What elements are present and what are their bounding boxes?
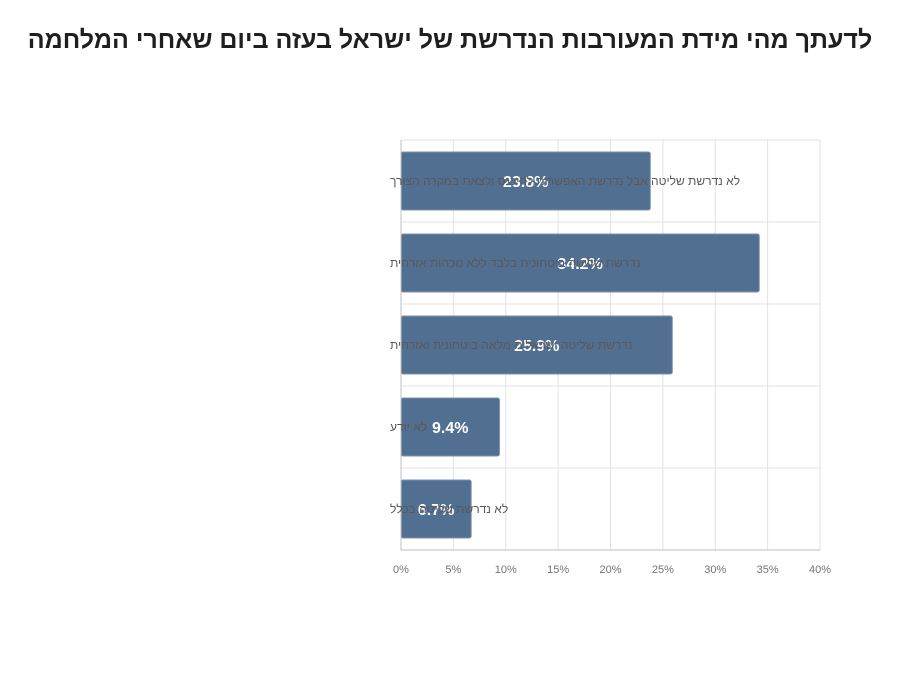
x-tick-label: 0%	[393, 564, 409, 576]
x-tick-label: 30%	[704, 564, 726, 576]
x-tick-label: 10%	[495, 564, 517, 576]
x-tick-label: 25%	[652, 564, 674, 576]
data-label: 34.2%	[557, 256, 602, 273]
x-tick-label: 15%	[547, 564, 569, 576]
data-label: 25.9%	[514, 338, 559, 355]
labels: 0% 5% 10% 15% 20% 25% 30% 35% 40%23.8%לא נדרשת ש…	[390, 174, 831, 576]
axes	[400, 140, 820, 551]
data-label: 23.8%	[503, 174, 548, 191]
x-tick-label: 5%	[445, 564, 461, 576]
category-label: נדרשת שליטה ישראלית מלאה ביטחונית ואזרחי…	[390, 338, 633, 352]
category-label: לא נדרשת שליטה בכלל	[390, 502, 508, 516]
x-tick-label: 40%	[809, 564, 831, 576]
category-label: נדרשת שליטה ביטחונית בלבד ללא נוכחות אזר…	[390, 256, 640, 270]
x-tick-label: 20%	[599, 564, 621, 576]
data-label: 9.4%	[432, 420, 468, 437]
category-label: לא נדרשת שליטה אבל נדרשת האפשרות להיכנס …	[390, 174, 740, 188]
category-label: לא יודע	[390, 420, 427, 434]
chart-title: לדעתך מהי מידת המעורבות הנדרשת של ישראל …	[27, 26, 873, 54]
data-label: 6.7%	[418, 502, 454, 519]
x-tick-label: 35%	[757, 564, 779, 576]
bars	[400, 151, 760, 539]
